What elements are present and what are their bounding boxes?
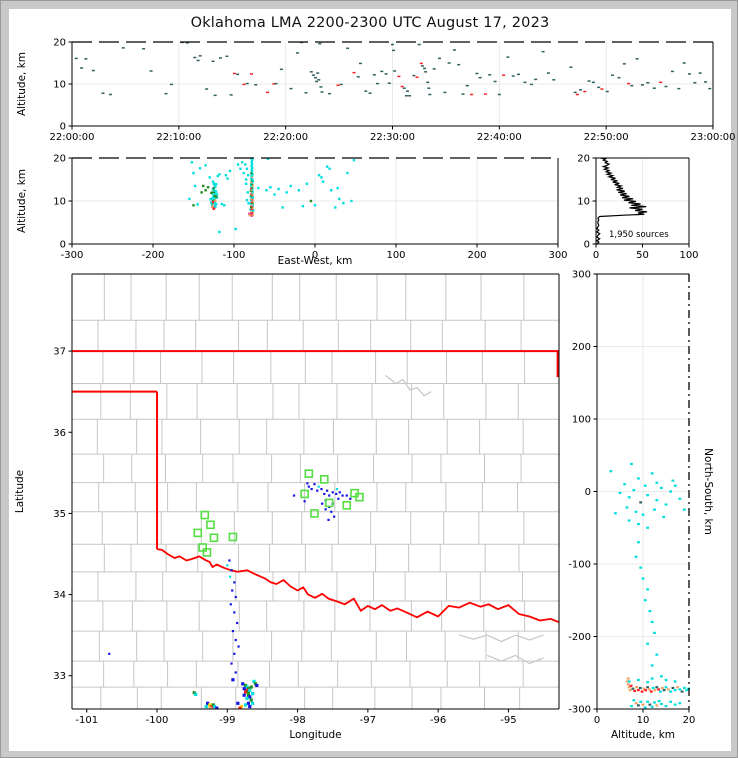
- svg-text:East-West, km: East-West, km: [278, 255, 353, 267]
- panel-plan-view-map: -101 -100 -99 -98 -97 -96 -95 33 34 35 36 37 Latitud…: [14, 273, 560, 741]
- svg-text:20: 20: [53, 38, 66, 49]
- panel-altitude-histogram: 0 50 100 0 10 20 1,950 sources: [577, 154, 698, 262]
- svg-text:0: 0: [312, 250, 318, 261]
- svg-text:36: 36: [53, 428, 66, 439]
- panel-ew-height: -300 -200 -100 0 100 200 300 0 10 20 Altitude, km E…: [16, 154, 568, 268]
- svg-text:20: 20: [577, 154, 590, 165]
- svg-text:Latitude: Latitude: [14, 470, 26, 513]
- svg-text:-100: -100: [223, 250, 246, 261]
- svg-text:-100: -100: [568, 560, 591, 571]
- svg-text:0: 0: [60, 122, 66, 133]
- svg-text:-99: -99: [219, 715, 235, 726]
- panel-north-south-height: 0 10 20 300 200 100 0 -100 -200 -300 North-South, …: [568, 270, 714, 742]
- svg-text:200: 200: [467, 250, 486, 261]
- svg-text:Longitude: Longitude: [289, 729, 341, 741]
- svg-text:300: 300: [572, 270, 591, 281]
- svg-text:10: 10: [53, 80, 66, 91]
- svg-text:200: 200: [572, 342, 591, 353]
- svg-text:300: 300: [548, 250, 567, 261]
- svg-text:10: 10: [637, 715, 650, 726]
- svg-text:0: 0: [594, 715, 600, 726]
- svg-text:-95: -95: [500, 715, 516, 726]
- svg-text:22:30:00: 22:30:00: [370, 132, 415, 143]
- svg-text:-98: -98: [289, 715, 305, 726]
- svg-text:-200: -200: [142, 250, 165, 261]
- svg-text:22:50:00: 22:50:00: [584, 132, 629, 143]
- svg-text:100: 100: [572, 415, 591, 426]
- svg-text:34: 34: [53, 590, 66, 601]
- svg-text:20: 20: [683, 715, 696, 726]
- panel-time-height: 22:00:00 22:10:00 22:20:00 22:30:00 22:40:00…: [16, 38, 735, 144]
- svg-text:22:20:00: 22:20:00: [263, 132, 308, 143]
- svg-text:0: 0: [585, 487, 591, 498]
- svg-text:Altitude, km: Altitude, km: [16, 169, 28, 233]
- svg-text:-101: -101: [75, 715, 98, 726]
- svg-text:37: 37: [53, 347, 66, 358]
- svg-text:0: 0: [593, 250, 599, 261]
- svg-text:22:40:00: 22:40:00: [477, 132, 522, 143]
- svg-text:33: 33: [53, 671, 66, 682]
- svg-text:Altitude, km: Altitude, km: [16, 52, 28, 116]
- page-title: Oklahoma LMA 2200-2300 UTC August 17, 20…: [190, 15, 550, 31]
- svg-text:Altitude, km: Altitude, km: [611, 729, 675, 741]
- svg-text:10: 10: [577, 197, 590, 208]
- svg-text:-100: -100: [146, 715, 169, 726]
- svg-text:100: 100: [679, 250, 698, 261]
- svg-text:22:00:00: 22:00:00: [50, 132, 95, 143]
- svg-text:0: 0: [60, 240, 66, 251]
- svg-text:50: 50: [636, 250, 649, 261]
- svg-text:-300: -300: [61, 250, 84, 261]
- svg-text:-300: -300: [568, 705, 591, 716]
- svg-text:-97: -97: [360, 715, 376, 726]
- svg-text:100: 100: [386, 250, 405, 261]
- svg-text:35: 35: [53, 509, 66, 520]
- svg-text:23:00:00: 23:00:00: [691, 132, 736, 143]
- svg-text:-200: -200: [568, 632, 591, 643]
- svg-text:10: 10: [53, 197, 66, 208]
- svg-text:20: 20: [53, 154, 66, 165]
- svg-text:0: 0: [584, 240, 590, 251]
- svg-text:1,950 sources: 1,950 sources: [609, 230, 669, 240]
- svg-text:-96: -96: [430, 715, 446, 726]
- svg-text:22:10:00: 22:10:00: [156, 132, 201, 143]
- svg-text:North-South, km: North-South, km: [702, 448, 714, 535]
